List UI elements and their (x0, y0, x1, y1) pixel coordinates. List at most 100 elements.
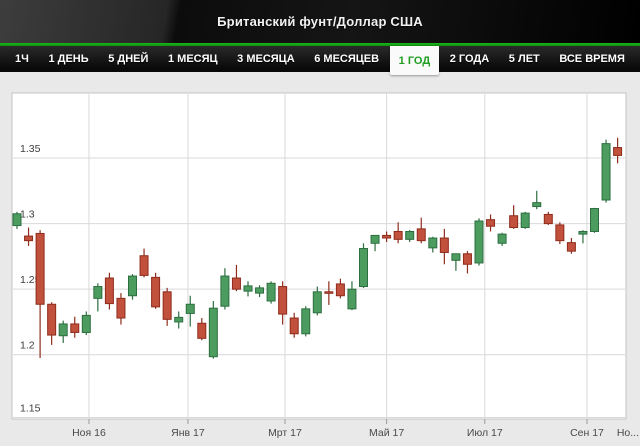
candle-body-up (532, 202, 542, 208)
candlestick[interactable] (359, 243, 368, 288)
candle-body-up (58, 323, 68, 337)
candlestick[interactable] (208, 300, 218, 359)
candlestick[interactable] (197, 318, 207, 341)
period-tab-1[interactable]: 1 ДЕНЬ (39, 46, 97, 72)
candlestick[interactable] (416, 217, 426, 244)
candlestick[interactable] (474, 218, 484, 266)
period-tab-4[interactable]: 3 МЕСЯЦА (228, 46, 304, 72)
candle-body-down (70, 323, 80, 333)
candle-body-down (324, 291, 334, 294)
candlestick[interactable] (47, 302, 57, 345)
candle-body-up (220, 275, 230, 307)
candlestick[interactable] (601, 139, 611, 203)
candlestick[interactable] (301, 306, 311, 337)
candlestick[interactable] (116, 293, 126, 325)
candlestick[interactable] (12, 211, 22, 229)
candlestick[interactable] (70, 316, 80, 338)
candlestick[interactable] (555, 222, 565, 244)
candle-body-up (520, 212, 530, 229)
candle-body-down (439, 237, 449, 253)
candlestick[interactable] (370, 234, 380, 252)
candlestick[interactable] (139, 248, 149, 278)
candlestick[interactable] (509, 205, 519, 229)
candlestick[interactable] (151, 272, 161, 309)
period-tab-7[interactable]: 2 ГОДА (441, 46, 498, 72)
y-axis-label: 1.35 (20, 143, 41, 155)
candle-body-down (486, 219, 496, 227)
candlestick[interactable] (174, 311, 184, 329)
candlestick[interactable] (613, 137, 623, 164)
candlestick[interactable] (24, 227, 34, 246)
price-chart[interactable]: 1.35 1.3 1.25 1.2 1.15 Ноя 16 Янв 17 Мрт 17 Май … (0, 72, 640, 446)
candlestick[interactable] (231, 264, 241, 292)
candle-body-up (185, 303, 195, 314)
candle-body-up (590, 208, 599, 232)
y-axis-label: 1.2 (20, 340, 35, 352)
candle-body-down (566, 242, 576, 252)
candlestick[interactable] (335, 278, 345, 299)
period-tab-8[interactable]: 5 ЛЕТ (500, 46, 549, 72)
candle-body-down (289, 317, 299, 335)
candlestick[interactable] (162, 287, 172, 326)
candlestick[interactable] (590, 207, 599, 233)
candlestick[interactable] (312, 286, 322, 316)
candlestick[interactable] (520, 211, 530, 229)
candlestick[interactable] (128, 274, 137, 300)
period-tab-3[interactable]: 1 МЕСЯЦ (159, 46, 227, 72)
candlestick[interactable] (35, 230, 45, 359)
candle-body-up (370, 234, 380, 244)
candle-body-up (405, 230, 415, 240)
candle-body-down (47, 303, 57, 336)
candlestick[interactable] (439, 228, 449, 265)
plot-area (11, 92, 627, 420)
candle-body-down (613, 147, 623, 156)
y-axis-label: 1.15 (20, 403, 41, 415)
candle-body-up (266, 282, 276, 302)
candle-body-down (162, 291, 172, 320)
candle-body-up (301, 308, 311, 335)
candle-body-down (151, 276, 161, 308)
candlestick[interactable] (532, 190, 542, 210)
candlestick[interactable] (324, 281, 334, 305)
candle-body-down (104, 277, 114, 305)
period-tab-2[interactable]: 5 ДНЕЙ (99, 46, 157, 72)
candlestick[interactable] (220, 268, 230, 310)
candlestick-chart-svg: 1.35 1.3 1.25 1.2 1.15 Ноя 16 Янв 17 Мрт 17 Май … (11, 92, 639, 439)
candlestick[interactable] (289, 312, 299, 338)
candlestick[interactable] (58, 320, 68, 343)
y-axis-label: 1.3 (20, 209, 35, 221)
candlestick[interactable] (104, 272, 114, 310)
candlestick[interactable] (266, 281, 276, 304)
candlestick[interactable] (566, 238, 576, 254)
candle-body-down (24, 235, 34, 242)
candle-body-up (359, 248, 368, 288)
candlestick[interactable] (405, 230, 415, 242)
candlestick[interactable] (497, 232, 507, 246)
period-tab-9[interactable]: ВСЕ ВРЕМЯ (550, 46, 634, 72)
candle-body-down (35, 232, 45, 305)
candle-body-up (81, 314, 91, 333)
period-tab-6-selected[interactable]: 1 ГОД (389, 46, 440, 75)
period-tab-5[interactable]: 6 МЕСЯЦЕВ (305, 46, 388, 72)
candlestick[interactable] (278, 281, 288, 325)
candlestick[interactable] (347, 281, 357, 311)
candlestick[interactable] (462, 251, 472, 274)
candlestick[interactable] (451, 253, 461, 271)
candlestick[interactable] (578, 230, 588, 244)
y-axis-label: 1.25 (20, 274, 41, 286)
candlestick[interactable] (255, 285, 265, 298)
candlestick[interactable] (428, 236, 438, 253)
candlestick[interactable] (543, 211, 553, 225)
candlestick[interactable] (243, 281, 253, 297)
candle-body-down (231, 277, 241, 290)
candlestick[interactable] (81, 311, 91, 336)
candle-body-down (116, 297, 126, 319)
x-axis-label: Май 17 (369, 427, 404, 439)
candlestick[interactable] (393, 222, 403, 244)
candlestick[interactable] (185, 295, 195, 327)
candle-body-up (312, 291, 322, 314)
candlestick[interactable] (93, 283, 103, 312)
candlestick[interactable] (486, 214, 496, 232)
period-tab-0[interactable]: 1Ч (6, 46, 38, 72)
candlestick[interactable] (382, 231, 392, 242)
